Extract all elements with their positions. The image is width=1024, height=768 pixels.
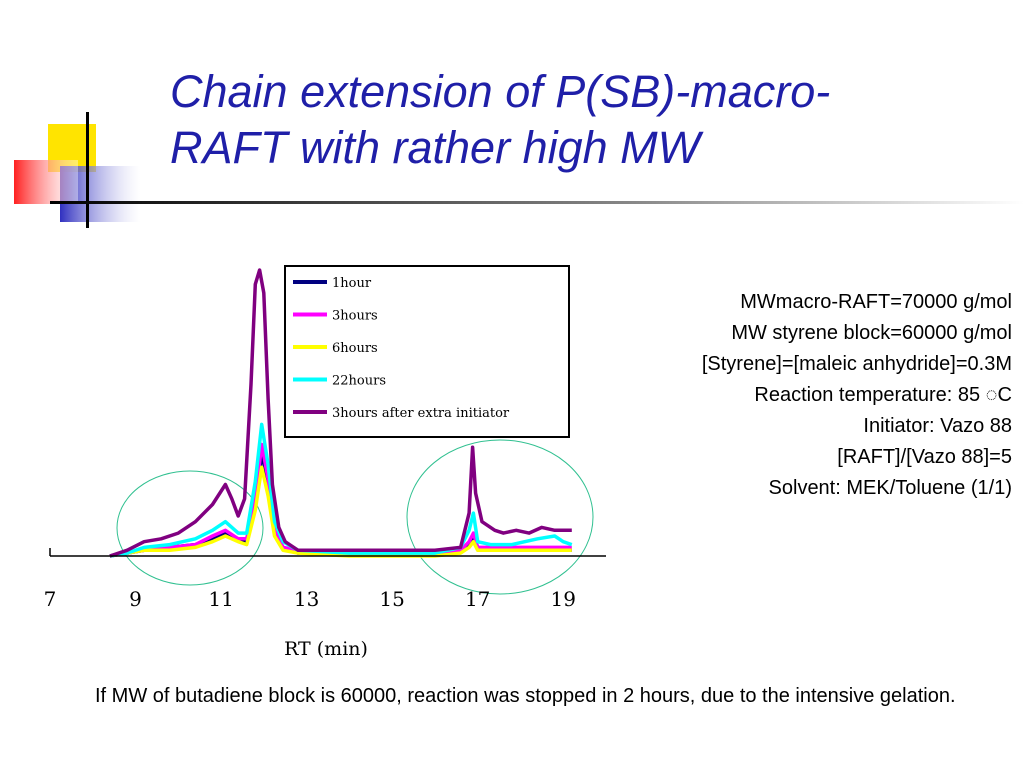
legend-label-4: 3hours after extra initiator bbox=[332, 406, 510, 421]
highlight-ellipse-right bbox=[406, 439, 594, 595]
slide-decoration bbox=[14, 112, 1024, 228]
x-tick-label: 9 bbox=[129, 587, 142, 611]
info-styrene-block-mw: MW styrene block=60000 g/mol bbox=[731, 322, 1012, 344]
footnote: If MW of butadiene block is 60000, react… bbox=[95, 685, 956, 707]
info-monomer-concentration: [Styrene]=[maleic anhydride]=0.3M bbox=[701, 353, 1012, 375]
x-tick-label: 11 bbox=[208, 587, 233, 611]
series-line-2 bbox=[109, 465, 572, 558]
legend-label-3: 22hours bbox=[332, 374, 386, 389]
title-line-2: RAFT with rather high MW bbox=[170, 122, 701, 173]
x-tick-label: 7 bbox=[44, 587, 57, 611]
title-line-1: Chain extension of P(SB)-macro- bbox=[170, 66, 831, 117]
info-solvent: Solvent: MEK/Toluene (1/1) bbox=[768, 477, 1012, 499]
info-initiator: Initiator: Vazo 88 bbox=[863, 415, 1012, 437]
legend-box bbox=[284, 265, 570, 438]
red-square bbox=[14, 160, 78, 204]
gpc-chart: 7 9 11 13 15 17 19 RT (min) 1hour 3hours 6hours 22… bbox=[44, 265, 606, 660]
horizontal-rule bbox=[50, 201, 1024, 204]
reaction-conditions: MWmacro-RAFT=70000 g/mol MW styrene bloc… bbox=[492, 287, 1012, 504]
x-tick-label: 15 bbox=[379, 587, 404, 611]
legend-label-0: 1hour bbox=[332, 276, 372, 291]
legend-label-2: 6hours bbox=[332, 341, 378, 356]
x-tick-label: 13 bbox=[294, 587, 319, 611]
x-tick-label: 19 bbox=[551, 587, 576, 611]
info-raft-initiator-ratio: [RAFT]/[Vazo 88]=5 bbox=[837, 446, 1012, 468]
vertical-rule bbox=[86, 112, 89, 228]
slide-title: Chain extension of P(SB)-macro- RAFT wit… bbox=[170, 64, 1010, 176]
x-tick-label: 17 bbox=[465, 587, 490, 611]
highlight-ellipse-left bbox=[116, 470, 264, 586]
series-line-4 bbox=[109, 268, 572, 558]
info-macro-raft-mw: MWmacro-RAFT=70000 g/mol bbox=[740, 291, 1012, 313]
info-reaction-temperature: Reaction temperature: 85 ◌C bbox=[754, 384, 1012, 406]
legend-label-1: 3hours bbox=[332, 309, 378, 324]
x-axis-label: RT (min) bbox=[284, 638, 368, 660]
